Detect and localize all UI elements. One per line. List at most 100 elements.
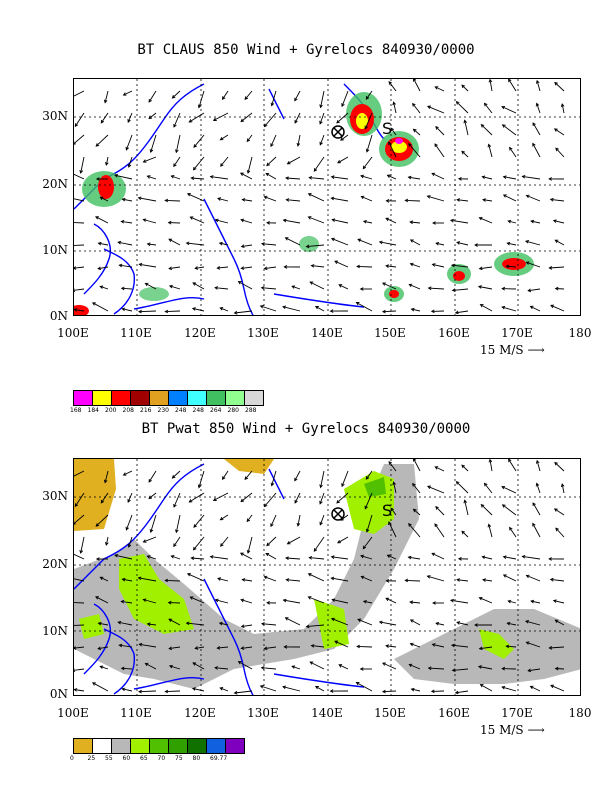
wind-vector-head xyxy=(555,147,559,152)
wind-vector xyxy=(408,176,421,180)
p1-xlabel-100e: 100E xyxy=(57,326,89,340)
wind-vector-head xyxy=(461,530,466,535)
wind-vector xyxy=(175,134,181,153)
wind-vector xyxy=(119,264,133,268)
wind-vector-head xyxy=(217,577,222,581)
wind-vector xyxy=(285,177,301,180)
wind-vector-head xyxy=(431,643,436,647)
wind-vector xyxy=(480,304,493,312)
wind-vector-head xyxy=(340,137,344,141)
wind-vector-head xyxy=(91,302,96,306)
wind-vector xyxy=(128,536,133,548)
wind-vector-head xyxy=(95,557,100,561)
wind-vector-head xyxy=(282,685,287,690)
wind-vector-head xyxy=(209,175,214,179)
wind-vector xyxy=(217,577,229,582)
wind-vector-head xyxy=(450,643,455,648)
wind-vector-head xyxy=(305,244,310,249)
wind-vector-head xyxy=(240,244,245,249)
wind-vector-head xyxy=(529,305,534,310)
wind-vector xyxy=(123,470,133,476)
wind-vector xyxy=(526,195,541,202)
wind-vector xyxy=(464,500,469,516)
wind-vector-head xyxy=(463,119,468,124)
wind-vector-head xyxy=(218,241,223,246)
p2-xlabel-100e: 100E xyxy=(57,706,89,720)
wind-vector-head xyxy=(263,266,268,271)
wind-vector-head xyxy=(337,539,341,544)
wind-vector-head xyxy=(138,262,143,267)
wind-vector xyxy=(193,536,205,551)
wind-vector xyxy=(100,492,109,504)
wind-vector xyxy=(128,156,133,168)
wind-vector-head xyxy=(535,459,540,464)
wind-vector-head xyxy=(260,666,265,670)
colorbar-swatch xyxy=(73,390,93,406)
wind-vector xyxy=(455,690,469,694)
wind-vector-head xyxy=(329,689,334,693)
wind-vector xyxy=(554,82,565,92)
wind-vector xyxy=(213,112,229,121)
wind-vector-head xyxy=(308,555,313,560)
wind-vector-head xyxy=(548,646,553,650)
wind-vector-head xyxy=(451,668,456,673)
wind-vector-head xyxy=(97,266,102,271)
wind-vector-head xyxy=(233,690,238,695)
wind-vector xyxy=(503,556,517,560)
wind-vector-head xyxy=(359,667,364,671)
wind-vector xyxy=(241,624,253,628)
wind-vector xyxy=(311,265,325,268)
wind-vector xyxy=(386,645,397,648)
wind-vector-head xyxy=(388,81,392,85)
wind-vector-head xyxy=(331,218,336,222)
wind-vector xyxy=(382,282,397,290)
wind-vector-head xyxy=(310,264,315,268)
wind-vector-head xyxy=(120,219,125,224)
wind-vector-head xyxy=(552,599,557,603)
wind-vector xyxy=(357,265,373,268)
wind-vector xyxy=(285,617,301,626)
wind-vector-head xyxy=(338,284,343,288)
wind-vector xyxy=(480,504,493,516)
colorbar-tick-label: 25 xyxy=(87,755,96,762)
wind-vector-head xyxy=(309,661,314,665)
wind-vector xyxy=(306,244,325,248)
wind-vector-head xyxy=(314,306,319,310)
wind-vector-head xyxy=(456,578,460,582)
wind-vector xyxy=(315,306,325,312)
wind-vector-head xyxy=(362,599,367,604)
wind-vector-head xyxy=(527,668,532,673)
wind-vector xyxy=(244,470,253,480)
wind-vector xyxy=(241,266,253,269)
wind-vector xyxy=(193,156,205,171)
wind-vectors xyxy=(74,79,565,315)
wind-vector-head xyxy=(189,596,194,600)
wind-vector xyxy=(192,307,205,312)
p2-wind-ref-label: 15 M/S ⟶ xyxy=(480,723,545,737)
p1-xlabel-150e: 150E xyxy=(374,326,406,340)
wind-vector-head xyxy=(149,529,154,533)
wind-vector xyxy=(432,263,445,268)
wind-vector xyxy=(526,641,541,648)
wind-vector xyxy=(331,197,349,202)
wind-vector-head xyxy=(171,94,176,99)
wind-vector-head xyxy=(265,552,270,557)
wind-vector-head xyxy=(127,499,131,503)
wind-vector xyxy=(427,575,445,582)
pwat-fields xyxy=(74,459,580,689)
wind-vector-head xyxy=(146,555,151,559)
wind-vector-head xyxy=(142,539,147,543)
wind-vector xyxy=(121,220,133,224)
wind-vector-head xyxy=(501,666,506,671)
wind-vector xyxy=(357,238,373,246)
wind-vector xyxy=(536,103,541,114)
wind-vector xyxy=(506,265,517,268)
wind-vector xyxy=(220,687,229,692)
colorbar-tick-label: 70 xyxy=(157,755,166,762)
wind-vector-head xyxy=(168,664,173,669)
p2-xlabel-130e: 130E xyxy=(247,706,279,720)
colorbar-swatch xyxy=(92,738,112,754)
wind-vector-head xyxy=(360,575,365,580)
wind-vector-head xyxy=(308,175,313,180)
wind-vector-head xyxy=(409,600,414,605)
